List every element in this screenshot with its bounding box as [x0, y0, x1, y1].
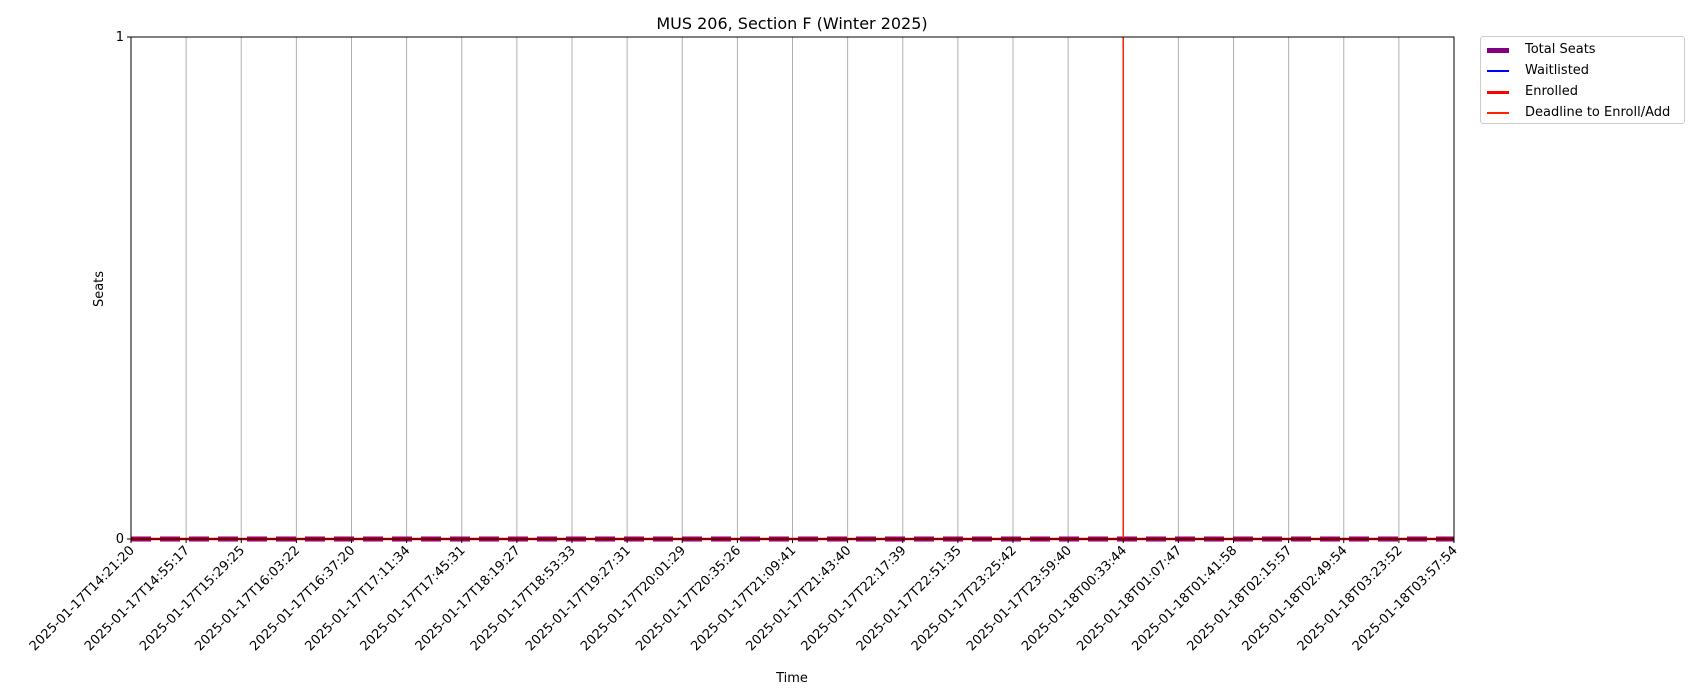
- y-axis-label: Seats: [92, 271, 107, 307]
- x-tick-label: 2025-01-18T00:33:44: [1019, 543, 1130, 654]
- x-tick-label: 2025-01-17T21:43:40: [744, 543, 855, 654]
- x-tick-label: 2025-01-17T22:17:39: [799, 543, 910, 654]
- legend-item-waitlisted: Waitlisted: [1481, 61, 1684, 81]
- x-tick-label: 2025-01-18T02:15:57: [1185, 543, 1296, 654]
- legend-label-total-seats: Total Seats: [1525, 42, 1596, 57]
- x-tick-label: 2025-01-18T01:07:47: [1074, 543, 1185, 654]
- legend-label-waitlisted: Waitlisted: [1525, 63, 1590, 78]
- legend-swatch-enrolled: [1487, 91, 1509, 94]
- x-tick-label: 2025-01-17T23:25:42: [909, 543, 1020, 654]
- x-tick-label: 2025-01-18T03:57:54: [1350, 543, 1461, 654]
- chart-title: MUS 206, Section F (Winter 2025): [656, 14, 927, 33]
- x-tick-label: 2025-01-17T16:37:20: [247, 543, 358, 654]
- x-tick-label: 2025-01-17T17:45:31: [358, 543, 469, 654]
- legend-swatch-waitlisted: [1487, 70, 1509, 72]
- x-tick-label: 2025-01-17T19:27:31: [523, 543, 634, 654]
- x-tick-label: 2025-01-17T18:53:33: [468, 543, 579, 654]
- x-tick-label: 2025-01-17T15:29:25: [137, 543, 248, 654]
- legend: Total Seats Waitlisted Enrolled Deadline…: [1480, 36, 1685, 124]
- legend-item-total-seats: Total Seats: [1481, 40, 1684, 60]
- x-axis-label: Time: [775, 671, 808, 686]
- y-tick-label: 0: [116, 532, 124, 547]
- x-tick-label: 2025-01-17T14:55:17: [82, 543, 193, 654]
- x-tick-label: 2025-01-17T17:11:34: [303, 543, 414, 654]
- x-tick-label: 2025-01-18T03:23:52: [1295, 543, 1406, 654]
- x-tick-label: 2025-01-18T01:41:58: [1129, 543, 1240, 654]
- x-tick-label: 2025-01-17T22:51:35: [854, 543, 965, 654]
- x-tick-label: 2025-01-17T21:09:41: [688, 543, 799, 654]
- legend-swatch-total-seats: [1487, 48, 1509, 53]
- legend-label-enrolled: Enrolled: [1525, 84, 1578, 99]
- y-tick-label: 1: [116, 30, 124, 45]
- x-tick-label: 2025-01-17T18:19:27: [413, 543, 524, 654]
- legend-item-deadline: Deadline to Enroll/Add: [1481, 103, 1684, 123]
- x-tick-label: 2025-01-17T23:59:40: [964, 543, 1075, 654]
- x-tick-label: 2025-01-17T20:01:29: [578, 543, 689, 654]
- legend-label-deadline: Deadline to Enroll/Add: [1525, 105, 1671, 120]
- x-tick-label: 2025-01-17T16:03:22: [192, 543, 303, 654]
- x-tick-label: 2025-01-17T14:21:20: [27, 543, 138, 654]
- x-tick-label: 2025-01-17T20:35:26: [633, 543, 744, 654]
- x-tick-label: 2025-01-18T02:49:54: [1240, 543, 1351, 654]
- legend-swatch-deadline: [1487, 112, 1509, 114]
- legend-item-enrolled: Enrolled: [1481, 82, 1684, 102]
